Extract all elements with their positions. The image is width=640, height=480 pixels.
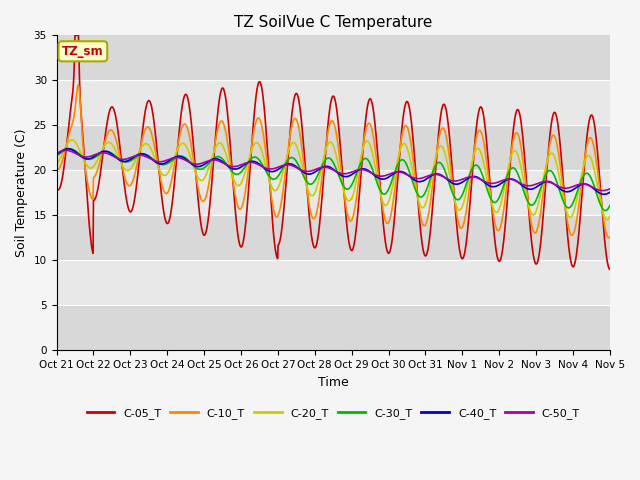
C-20_T [606, 213, 614, 219]
C-40_T [541, 179, 548, 185]
C-50_T [52, 150, 60, 156]
C-10_T [238, 204, 246, 210]
Bar [56, 216, 610, 261]
C-30_T [420, 192, 428, 198]
C-30_T [602, 208, 609, 214]
C-20_T [238, 179, 246, 184]
C-10_T [52, 167, 60, 173]
C-50_T [238, 162, 246, 168]
C-40_T [163, 159, 170, 165]
Line: C-05_T: C-05_T [56, 36, 610, 269]
C-40_T [492, 183, 500, 189]
Line: C-30_T: C-30_T [56, 149, 610, 211]
C-30_T [66, 146, 74, 152]
C-05_T [71, 33, 79, 38]
C-40_T [606, 190, 614, 195]
C-30_T [163, 161, 170, 167]
C-50_T [420, 175, 428, 180]
C-30_T [238, 168, 246, 174]
C-05_T [238, 243, 246, 249]
C-40_T [238, 164, 246, 169]
C-10_T [606, 234, 614, 240]
C-20_T [52, 161, 60, 167]
C-50_T [599, 188, 607, 193]
C-10_T [541, 178, 548, 184]
C-20_T [68, 137, 76, 143]
Title: TZ SoilVue C Temperature: TZ SoilVue C Temperature [234, 15, 433, 30]
C-10_T [492, 224, 500, 229]
Legend: C-05_T, C-10_T, C-20_T, C-30_T, C-40_T, C-50_T: C-05_T, C-10_T, C-20_T, C-30_T, C-40_T, … [82, 403, 584, 423]
C-40_T [64, 146, 72, 152]
C-10_T [74, 82, 82, 88]
C-40_T [52, 152, 60, 157]
C-20_T [541, 170, 548, 176]
C-30_T [541, 174, 548, 180]
C-40_T [420, 178, 428, 184]
Line: C-40_T: C-40_T [56, 149, 610, 194]
C-20_T [492, 209, 500, 215]
C-30_T [492, 199, 500, 205]
C-40_T [176, 154, 184, 159]
Line: C-50_T: C-50_T [56, 150, 610, 191]
Bar [56, 36, 610, 80]
C-05_T [420, 248, 428, 254]
C-05_T [492, 245, 500, 251]
C-30_T [176, 153, 184, 159]
C-05_T [176, 121, 184, 127]
Bar [56, 125, 610, 170]
Bar [56, 305, 610, 350]
Line: C-10_T: C-10_T [56, 85, 610, 238]
X-axis label: Time: Time [318, 376, 349, 389]
Y-axis label: Soil Temperature (C): Soil Temperature (C) [15, 129, 28, 257]
C-20_T [420, 204, 428, 210]
C-05_T [163, 220, 170, 226]
C-40_T [600, 192, 608, 197]
Line: C-20_T: C-20_T [56, 140, 610, 220]
C-30_T [606, 203, 614, 208]
C-50_T [62, 147, 70, 153]
C-50_T [176, 155, 184, 161]
C-20_T [604, 217, 611, 223]
C-50_T [541, 179, 548, 184]
C-50_T [492, 180, 500, 186]
C-20_T [176, 142, 184, 148]
C-50_T [606, 186, 614, 192]
C-50_T [163, 157, 170, 163]
C-10_T [163, 191, 170, 196]
C-05_T [606, 266, 614, 272]
Text: TZ_sm: TZ_sm [62, 45, 104, 58]
C-10_T [605, 235, 612, 241]
C-10_T [420, 222, 428, 228]
C-20_T [163, 172, 170, 178]
C-30_T [52, 153, 60, 158]
C-05_T [52, 186, 60, 192]
C-10_T [176, 132, 184, 137]
C-05_T [541, 196, 548, 202]
